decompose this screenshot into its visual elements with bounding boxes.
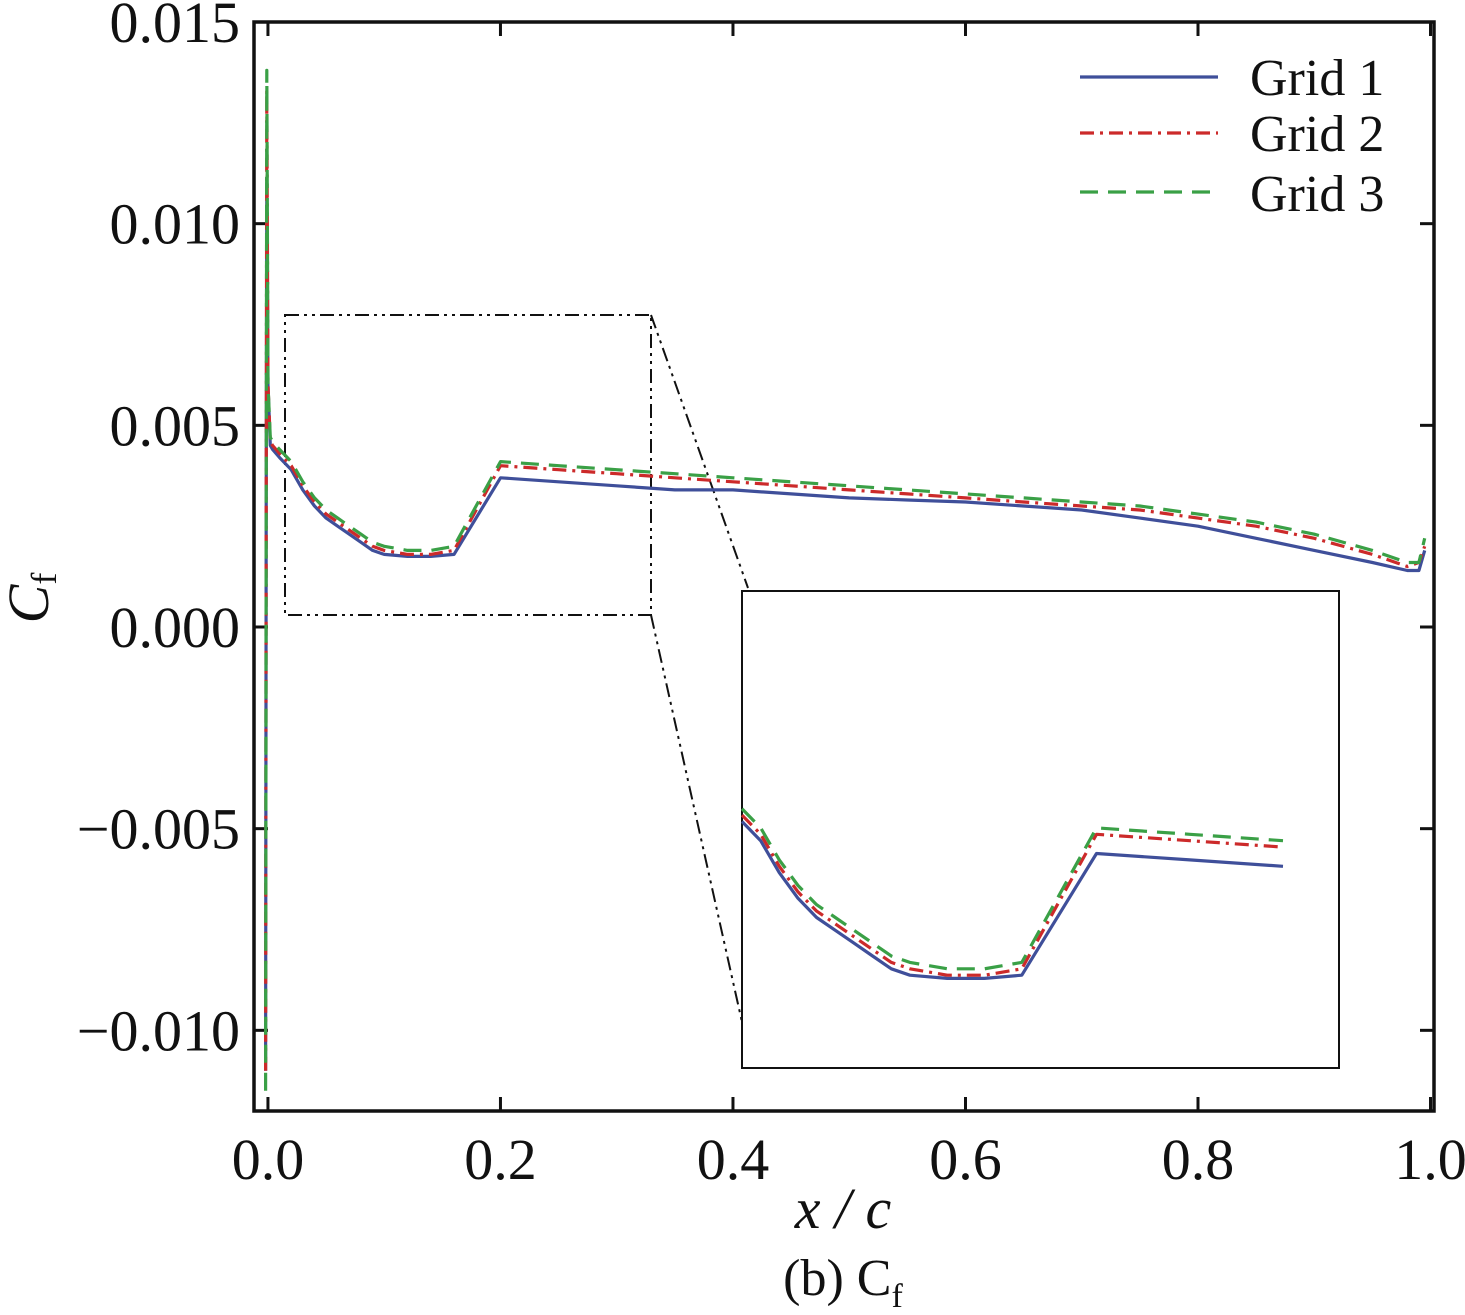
inset-series-line-grid-1 (740, 820, 1284, 981)
series-line-grid-3 (264, 68, 1427, 1091)
inset-series-line-grid-3 (740, 807, 1284, 971)
y-tick-label: −0.005 (77, 797, 240, 862)
series-layer (264, 68, 1427, 1091)
inset-layer (740, 807, 1284, 981)
series-line-grid-1 (264, 181, 1427, 1071)
legend-label-grid-3: Grid 3 (1250, 166, 1384, 223)
zoom-connector-bottom (650, 614, 743, 1023)
y-tick-label: 0.015 (110, 0, 241, 55)
y-tick-label: 0.005 (110, 393, 241, 458)
inset-series-line-grid-2 (740, 813, 1284, 977)
figure-caption: (b) Cf (783, 1250, 903, 1315)
y-axis-title: Cf (0, 573, 64, 624)
x-tick-label: 0.6 (929, 1127, 1002, 1192)
x-tick-label: 0.0 (232, 1127, 305, 1192)
zoom-connector-top (650, 314, 749, 589)
x-tick-label: 0.2 (464, 1127, 537, 1192)
legend-label-grid-2: Grid 2 (1250, 106, 1384, 163)
zoom-region-box (284, 314, 652, 616)
x-tick-label: 0.4 (697, 1127, 770, 1192)
inset-frame (741, 590, 1340, 1069)
x-axis: 0.0 0.2 0.4 0.6 0.8 1.0 (232, 22, 1465, 1192)
y-axis: −0.010 −0.005 0.000 0.005 0.010 0.015 (77, 0, 1434, 1063)
y-tick-label: 0.000 (110, 595, 241, 660)
x-axis-title: x / c (794, 1176, 892, 1241)
y-tick-label: −0.010 (77, 998, 240, 1063)
x-tick-label: 0.8 (1162, 1127, 1235, 1192)
x-tick-label: 1.0 (1394, 1127, 1465, 1192)
y-tick-label: 0.010 (110, 192, 241, 257)
legend-label-grid-1: Grid 1 (1250, 50, 1384, 107)
plot-frame (252, 20, 1436, 1113)
legend: Grid 1 Grid 2 Grid 3 (1080, 50, 1384, 223)
